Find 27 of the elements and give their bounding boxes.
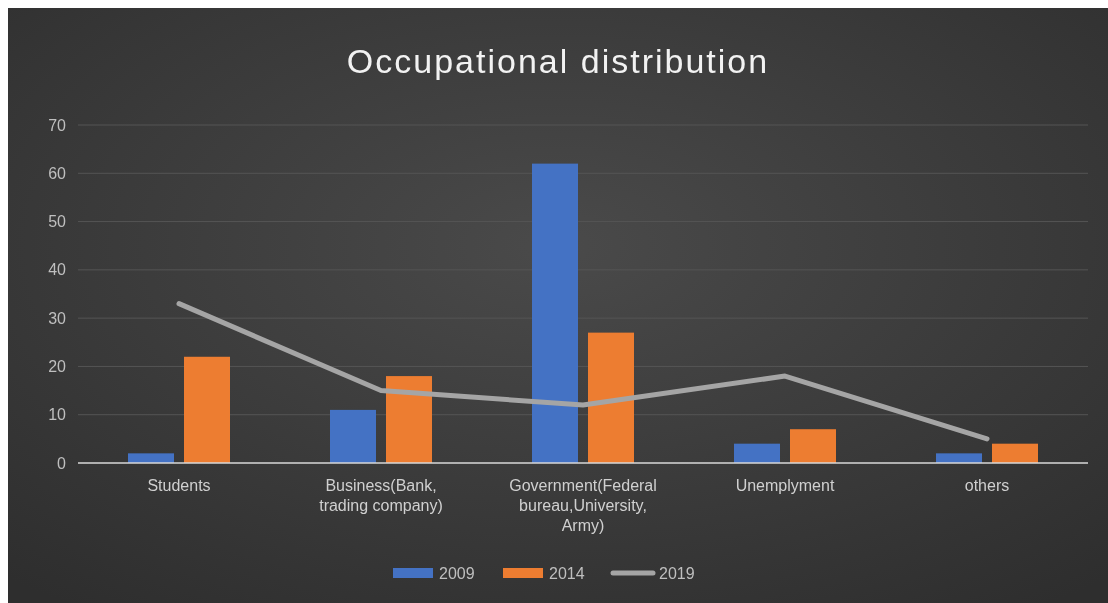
y-tick-label: 0 [57, 454, 67, 472]
bar [532, 163, 578, 463]
y-tick-label: 70 [48, 116, 67, 134]
bar [936, 453, 982, 463]
bar [184, 356, 230, 463]
y-tick-label: 60 [48, 164, 67, 182]
bar [588, 332, 634, 463]
x-tick-label: others [964, 477, 1010, 494]
bar [992, 443, 1038, 463]
x-tick-label: Unemplyment [735, 477, 835, 494]
x-tick-label: Business(Bank, trading company) [319, 477, 443, 514]
bar [330, 409, 376, 463]
bar [386, 376, 432, 463]
bar [128, 453, 174, 463]
chart-title: Occupational distribution [346, 42, 770, 80]
y-tick-label: 30 [48, 309, 67, 327]
x-tick-label: Students [147, 477, 211, 494]
legend-label: 2009 [439, 564, 475, 582]
y-tick-label: 10 [48, 406, 67, 424]
y-tick-label: 20 [48, 358, 67, 376]
bar [790, 429, 836, 463]
legend-label: 2014 [549, 564, 585, 582]
y-tick-label: 40 [48, 261, 67, 279]
x-tick-label: Government(Federal bureau,University, Army) [509, 477, 657, 534]
bar [734, 443, 780, 463]
y-tick-label: 50 [48, 213, 67, 231]
legend-label: 2019 [659, 564, 695, 582]
